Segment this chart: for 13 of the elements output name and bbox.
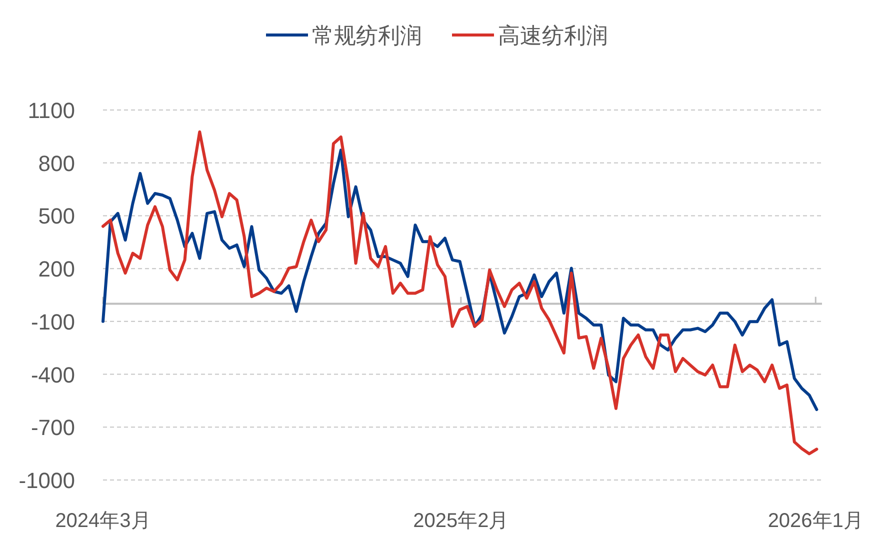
y-tick-label: -700 bbox=[30, 415, 75, 440]
y-tick-label: 800 bbox=[38, 150, 75, 176]
legend-label: 高速纺利润 bbox=[498, 23, 608, 48]
y-tick-label: -400 bbox=[30, 362, 75, 388]
x-tick-label: 2026年1月 bbox=[768, 510, 864, 532]
y-tick-label: 1100 bbox=[28, 98, 75, 123]
legend-label: 常规纺利润 bbox=[312, 23, 422, 48]
y-tick-label: 500 bbox=[38, 204, 75, 229]
y-tick-label: -1000 bbox=[18, 468, 75, 493]
y-tick-label: 200 bbox=[38, 256, 75, 282]
y-tick-label: -100 bbox=[30, 309, 75, 334]
x-tick-label: 2025年2月 bbox=[413, 510, 509, 532]
x-tick-label: 2024年3月 bbox=[55, 510, 151, 532]
